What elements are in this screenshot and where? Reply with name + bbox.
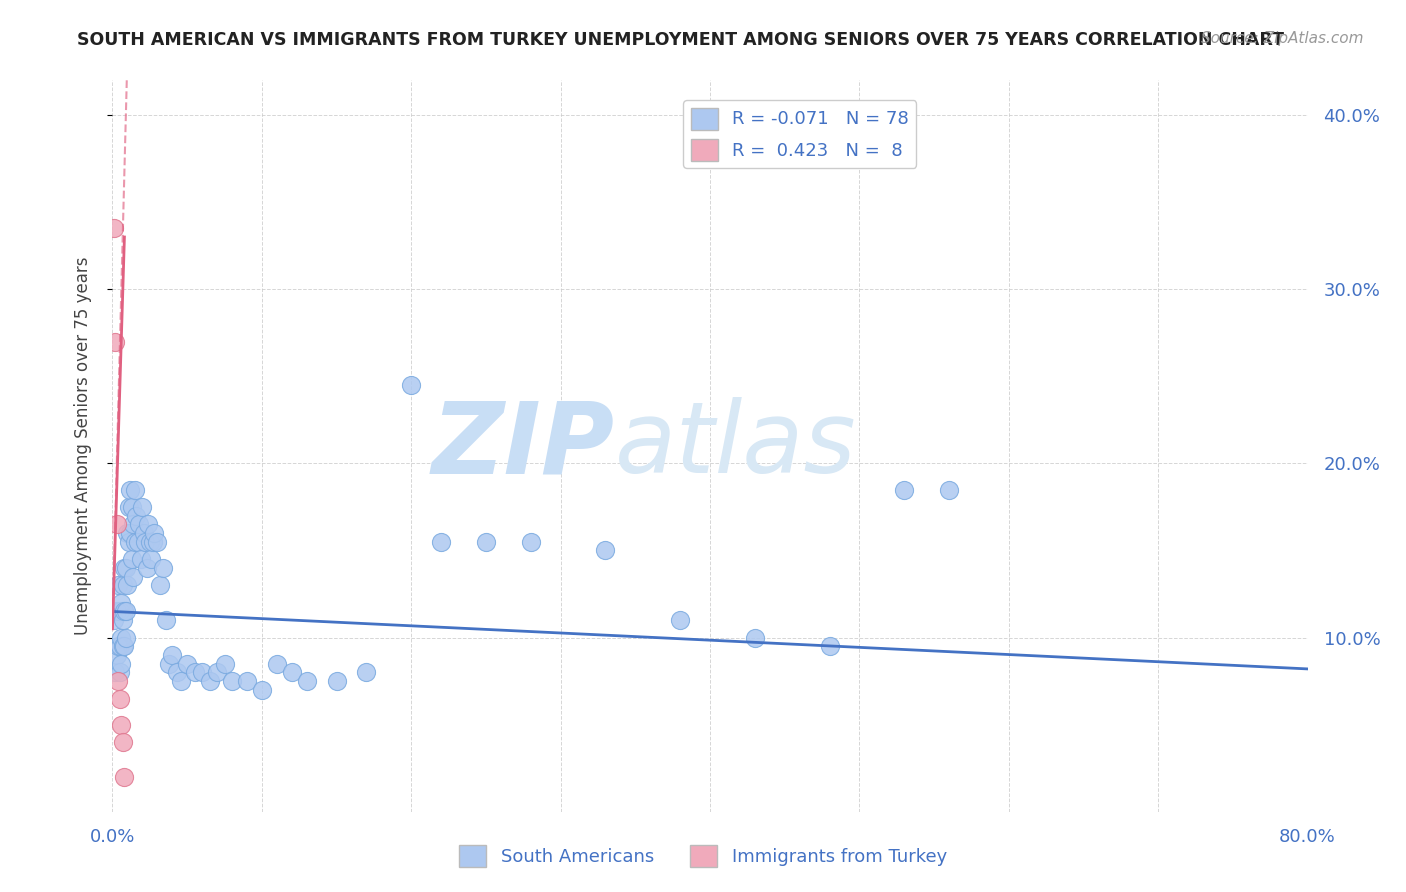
Point xyxy=(121,552,143,566)
Point xyxy=(214,657,236,671)
Point xyxy=(117,526,139,541)
Point xyxy=(121,500,143,514)
Point xyxy=(118,500,141,514)
Point xyxy=(191,665,214,680)
Point xyxy=(135,561,157,575)
Point xyxy=(132,526,155,541)
Point xyxy=(295,674,318,689)
Point xyxy=(157,657,180,671)
Point xyxy=(108,640,131,654)
Text: SOUTH AMERICAN VS IMMIGRANTS FROM TURKEY UNEMPLOYMENT AMONG SENIORS OVER 75 YEAR: SOUTH AMERICAN VS IMMIGRANTS FROM TURKEY… xyxy=(77,31,1284,49)
Point xyxy=(155,613,177,627)
Point xyxy=(138,517,160,532)
Point xyxy=(110,717,132,731)
Point xyxy=(108,604,131,618)
Point xyxy=(110,631,132,645)
Point xyxy=(118,534,141,549)
Point xyxy=(114,561,135,575)
Point xyxy=(281,665,304,680)
Point xyxy=(127,534,149,549)
Point xyxy=(134,534,156,549)
Point xyxy=(111,613,134,627)
Point xyxy=(122,569,145,583)
Point xyxy=(103,221,125,235)
Point xyxy=(475,534,498,549)
Text: ZIP: ZIP xyxy=(432,398,614,494)
Point xyxy=(111,640,134,654)
Point xyxy=(170,674,193,689)
Point xyxy=(149,578,172,592)
Point xyxy=(131,500,153,514)
Point xyxy=(104,665,127,680)
Point xyxy=(325,674,347,689)
Point xyxy=(120,483,142,497)
Point xyxy=(110,657,132,671)
Point xyxy=(430,534,453,549)
Point xyxy=(146,534,169,549)
Point xyxy=(401,378,423,392)
Point xyxy=(103,613,125,627)
Point xyxy=(108,665,131,680)
Point xyxy=(110,596,132,610)
Point xyxy=(117,578,139,592)
Point xyxy=(236,674,259,689)
Point xyxy=(111,578,134,592)
Point xyxy=(114,770,135,784)
Point xyxy=(108,691,131,706)
Text: Source: ZipAtlas.com: Source: ZipAtlas.com xyxy=(1201,31,1364,46)
Point xyxy=(266,657,288,671)
Point xyxy=(114,604,135,618)
Point xyxy=(669,613,692,627)
Point xyxy=(129,552,152,566)
Point xyxy=(198,674,221,689)
Y-axis label: Unemployment Among Seniors over 75 years: Unemployment Among Seniors over 75 years xyxy=(73,257,91,635)
Point xyxy=(176,657,198,671)
Point xyxy=(125,508,148,523)
Point xyxy=(250,682,273,697)
Point xyxy=(120,526,142,541)
Point xyxy=(114,640,135,654)
Point xyxy=(107,578,129,592)
Point xyxy=(595,543,617,558)
Point xyxy=(166,665,188,680)
Point xyxy=(162,648,183,662)
Point xyxy=(139,534,162,549)
Point xyxy=(356,665,378,680)
Point xyxy=(105,648,128,662)
Point xyxy=(938,483,960,497)
Point xyxy=(107,674,129,689)
Point xyxy=(143,526,166,541)
Point xyxy=(141,552,163,566)
Point xyxy=(744,631,766,645)
Text: atlas: atlas xyxy=(614,398,856,494)
Legend: R = -0.071   N = 78, R =  0.423   N =  8: R = -0.071 N = 78, R = 0.423 N = 8 xyxy=(683,100,917,168)
Point xyxy=(115,631,138,645)
Point xyxy=(115,561,138,575)
Point xyxy=(818,640,841,654)
Point xyxy=(105,517,128,532)
Point xyxy=(128,517,150,532)
Point xyxy=(520,534,543,549)
Legend: South Americans, Immigrants from Turkey: South Americans, Immigrants from Turkey xyxy=(451,838,955,874)
Point xyxy=(104,334,127,349)
Point xyxy=(122,517,145,532)
Point xyxy=(124,534,146,549)
Point xyxy=(142,534,165,549)
Point xyxy=(152,561,174,575)
Point xyxy=(124,483,146,497)
Point xyxy=(105,604,128,618)
Point xyxy=(107,640,129,654)
Point xyxy=(221,674,243,689)
Point xyxy=(111,735,134,749)
Point xyxy=(183,665,205,680)
Point xyxy=(893,483,915,497)
Point xyxy=(115,604,138,618)
Point xyxy=(205,665,228,680)
